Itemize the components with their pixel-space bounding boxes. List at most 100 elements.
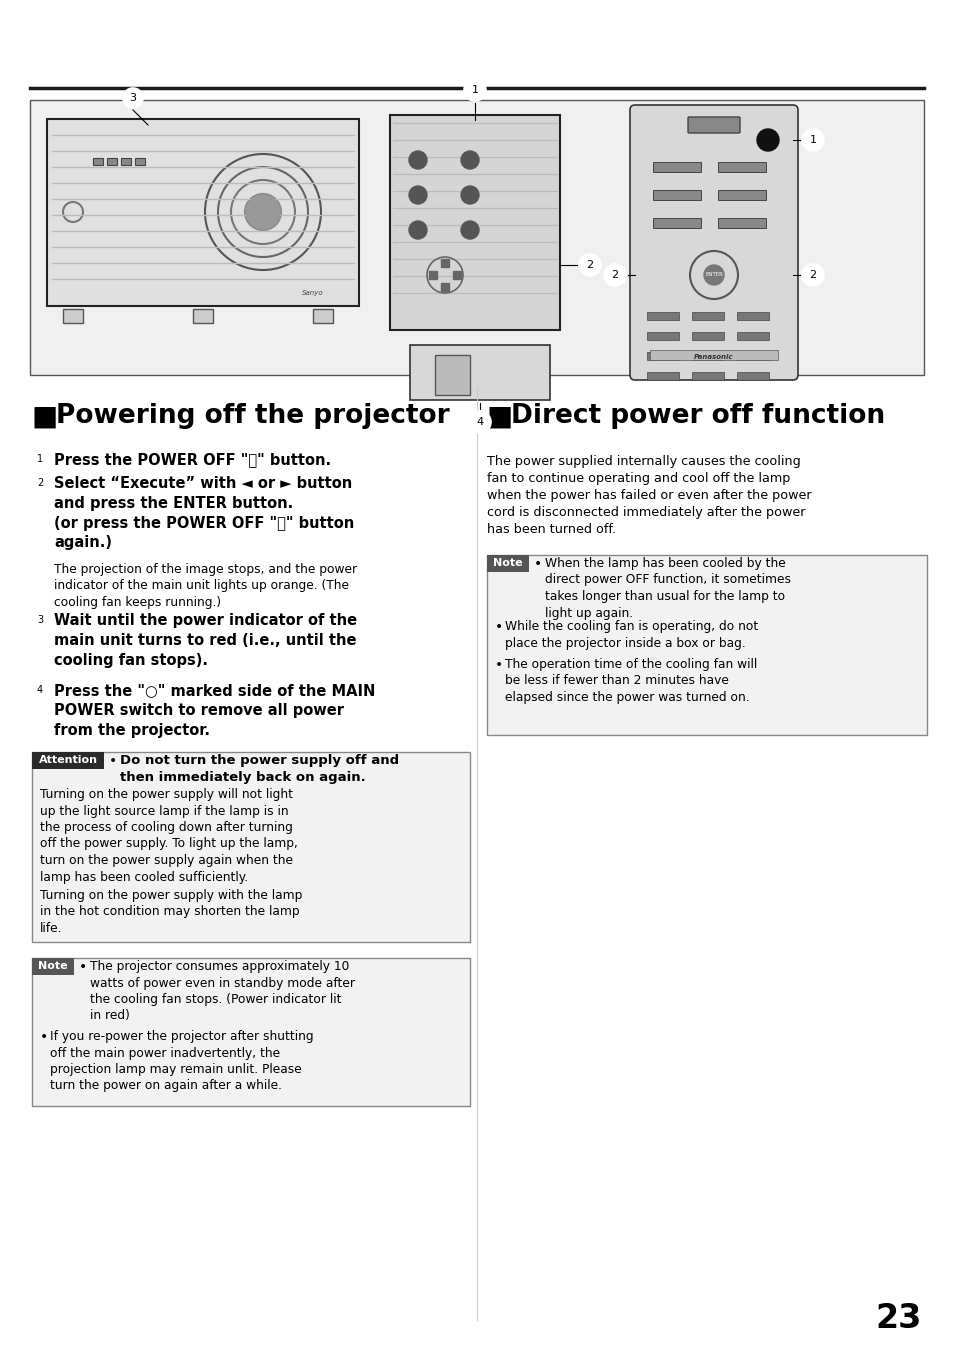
Text: Do not turn the power supply off and
then immediately back on again.: Do not turn the power supply off and the… (120, 754, 398, 784)
Text: Note: Note (38, 960, 68, 971)
Bar (691, 372, 723, 380)
Text: •: • (495, 621, 503, 634)
Bar (691, 332, 723, 340)
Bar (440, 283, 449, 291)
Text: Press the "○" marked side of the MAIN
POWER switch to remove all power
from the : Press the "○" marked side of the MAIN PO… (54, 683, 375, 738)
FancyBboxPatch shape (32, 751, 470, 942)
Circle shape (578, 254, 600, 277)
Bar (121, 158, 131, 165)
Bar (435, 355, 470, 395)
FancyBboxPatch shape (486, 554, 529, 572)
Circle shape (409, 221, 427, 239)
Text: Wait until the power indicator of the
main unit turns to red (i.e., until the
co: Wait until the power indicator of the ma… (54, 612, 356, 668)
Bar (313, 309, 333, 322)
Circle shape (30, 611, 49, 629)
Bar (410, 345, 550, 401)
Text: 1: 1 (471, 85, 478, 94)
Text: ENTER: ENTER (704, 272, 722, 278)
Bar (453, 271, 460, 279)
FancyBboxPatch shape (687, 117, 740, 134)
Text: •: • (40, 1031, 49, 1044)
Bar (652, 162, 700, 173)
Text: When the lamp has been cooled by the
direct power OFF function, it sometimes
tak: When the lamp has been cooled by the dir… (544, 557, 790, 619)
Bar (646, 312, 679, 320)
Text: The projector consumes approximately 10
watts of power even in standby mode afte: The projector consumes approximately 10 … (90, 960, 355, 1023)
Circle shape (801, 130, 823, 151)
Circle shape (409, 151, 427, 169)
Text: Press the POWER OFF "⏻" button.: Press the POWER OFF "⏻" button. (54, 452, 331, 467)
Bar (92, 158, 103, 165)
Bar (135, 158, 145, 165)
FancyBboxPatch shape (486, 554, 926, 735)
Bar (737, 312, 768, 320)
Text: Turning on the power supply with the lamp
in the hot condition may shorten the l: Turning on the power supply with the lam… (40, 889, 302, 935)
Bar (691, 352, 723, 360)
Circle shape (460, 186, 478, 204)
Text: If you re-power the projector after shutting
off the main power inadvertently, t: If you re-power the projector after shut… (50, 1031, 314, 1093)
Circle shape (123, 88, 143, 108)
Circle shape (801, 264, 823, 286)
Text: 3: 3 (37, 615, 43, 625)
Bar (649, 349, 778, 360)
Circle shape (30, 451, 49, 468)
Bar (646, 352, 679, 360)
Text: Turning on the power supply will not light
up the light source lamp if the lamp : Turning on the power supply will not lig… (40, 788, 297, 884)
Text: The projection of the image stops, and the power
indicator of the main unit ligh: The projection of the image stops, and t… (54, 563, 356, 608)
Text: 2: 2 (611, 270, 618, 281)
Circle shape (246, 196, 280, 229)
FancyBboxPatch shape (30, 100, 923, 375)
Text: 4: 4 (37, 685, 43, 695)
Circle shape (30, 473, 49, 492)
Text: Powering off the projector: Powering off the projector (56, 403, 449, 429)
Circle shape (30, 681, 49, 699)
Text: •: • (79, 960, 87, 974)
Text: 23: 23 (875, 1302, 921, 1334)
Text: The operation time of the cooling fan will
be less if fewer than 2 minutes have
: The operation time of the cooling fan wi… (504, 658, 757, 704)
Bar (646, 332, 679, 340)
Text: Select “Execute” with ◄ or ► button
and press the ENTER button.
(or press the PO: Select “Execute” with ◄ or ► button and … (54, 476, 354, 550)
Text: 1: 1 (37, 455, 43, 464)
Circle shape (460, 151, 478, 169)
Text: 2: 2 (808, 270, 816, 281)
Text: Sanyo: Sanyo (302, 290, 323, 295)
Text: Note: Note (493, 558, 522, 568)
Bar (193, 309, 213, 322)
Text: 2: 2 (37, 478, 43, 488)
Text: Direct power off function: Direct power off function (511, 403, 884, 429)
Bar (737, 332, 768, 340)
Bar (652, 190, 700, 200)
FancyBboxPatch shape (390, 115, 559, 331)
Bar (646, 372, 679, 380)
Bar (737, 352, 768, 360)
Circle shape (469, 411, 491, 433)
FancyBboxPatch shape (47, 119, 358, 306)
Bar (63, 309, 83, 322)
Text: 3: 3 (130, 93, 136, 103)
FancyBboxPatch shape (629, 105, 797, 380)
FancyBboxPatch shape (32, 958, 470, 1106)
Circle shape (409, 186, 427, 204)
Text: ■: ■ (32, 403, 58, 430)
Bar (691, 312, 723, 320)
Text: The power supplied internally causes the cooling
fan to continue operating and c: The power supplied internally causes the… (486, 455, 811, 536)
Text: Attention: Attention (38, 755, 97, 765)
Circle shape (703, 264, 723, 285)
Text: 2: 2 (586, 260, 593, 270)
Text: •: • (495, 658, 503, 672)
Bar (107, 158, 117, 165)
Bar (652, 219, 700, 228)
Text: •: • (534, 557, 541, 571)
Bar (718, 190, 765, 200)
Text: •: • (109, 754, 117, 768)
FancyBboxPatch shape (32, 751, 104, 769)
Circle shape (757, 130, 779, 151)
Text: 1: 1 (809, 135, 816, 144)
Text: While the cooling fan is operating, do not
place the projector inside a box or b: While the cooling fan is operating, do n… (504, 621, 758, 649)
Bar (429, 271, 436, 279)
FancyBboxPatch shape (32, 958, 74, 975)
Bar (440, 259, 449, 267)
Circle shape (463, 80, 485, 101)
Text: 4: 4 (476, 417, 483, 428)
Bar (718, 162, 765, 173)
Text: ■: ■ (486, 403, 513, 430)
